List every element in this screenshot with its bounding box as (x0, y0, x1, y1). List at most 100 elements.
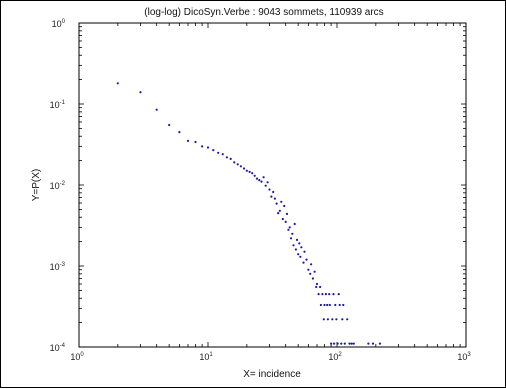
data-point (212, 149, 215, 152)
data-point (330, 342, 333, 345)
data-point (324, 293, 327, 296)
data-point (311, 277, 314, 280)
data-point (253, 174, 256, 177)
data-point (300, 246, 303, 249)
data-point (341, 318, 344, 321)
data-point (201, 145, 204, 148)
data-point (295, 238, 299, 241)
data-point (315, 282, 319, 286)
data-point (116, 82, 119, 85)
data-point (342, 303, 345, 307)
data-point (303, 250, 306, 253)
data-point (299, 255, 302, 258)
data-point (294, 248, 297, 251)
data-point (331, 318, 334, 321)
data-point (155, 108, 158, 111)
data-point (322, 318, 325, 321)
data-point (285, 212, 289, 215)
chart-title: (log-log) DicoSyn.Verbe : 9043 sommets, … (144, 7, 383, 18)
data-point (233, 161, 236, 164)
data-point (168, 123, 171, 127)
plot-area (78, 22, 467, 348)
data-point (340, 342, 343, 345)
data-point (343, 342, 346, 345)
data-point (323, 303, 326, 307)
y-tick-label: 10-3 (50, 262, 66, 272)
data-point (334, 303, 337, 307)
data-point (293, 222, 296, 226)
data-point (338, 303, 341, 307)
x-tick-label: 103 (457, 352, 471, 362)
x-tick-label: 102 (328, 352, 342, 362)
y-tick-label: 10-1 (50, 100, 66, 110)
data-point (326, 318, 329, 321)
data-point (278, 209, 281, 212)
data-point (242, 167, 246, 170)
data-point (289, 237, 293, 240)
x-axis-label: X= incidence (243, 369, 301, 380)
data-point (337, 293, 340, 296)
data-point (258, 179, 261, 182)
data-point (268, 188, 271, 191)
data-point (335, 318, 338, 321)
data-point (297, 253, 300, 256)
data-point (307, 268, 310, 271)
data-point (309, 272, 312, 275)
data-point (194, 140, 197, 144)
data-point (266, 181, 269, 184)
data-point (255, 177, 259, 180)
data-points (116, 82, 381, 345)
data-point (283, 204, 286, 208)
axis-ticks: 100 101 102 103 100 10-1 10-2 10-3 10-4 (50, 19, 472, 362)
data-point (275, 202, 278, 205)
data-point (310, 263, 313, 266)
data-point (236, 163, 239, 166)
data-point (178, 131, 181, 134)
data-point (221, 153, 224, 156)
data-point (378, 342, 381, 345)
data-point (328, 303, 331, 307)
data-point (319, 303, 322, 307)
data-point (206, 146, 210, 149)
x-tick-label: 101 (199, 352, 213, 362)
data-point (264, 184, 267, 187)
y-tick-label: 10-2 (50, 181, 66, 191)
data-point (298, 242, 301, 245)
data-point (251, 172, 254, 175)
y-tick-label: 10-4 (50, 343, 66, 353)
x-tick-label: 100 (70, 352, 84, 362)
data-point (352, 342, 355, 345)
data-point (319, 285, 322, 289)
data-point (139, 91, 142, 94)
data-point (302, 261, 305, 264)
data-point (225, 156, 228, 159)
data-point (288, 226, 291, 229)
data-point (292, 244, 295, 247)
data-point (245, 169, 248, 172)
data-point (367, 342, 370, 345)
data-point (313, 270, 316, 273)
data-point (277, 212, 280, 215)
data-point (248, 170, 251, 173)
data-point (239, 165, 242, 168)
data-point (317, 293, 320, 296)
data-point (328, 293, 331, 296)
data-point (273, 197, 276, 200)
data-point (336, 342, 339, 345)
data-point (371, 342, 375, 345)
data-point (321, 293, 324, 296)
data-point (315, 285, 318, 289)
data-point (326, 303, 329, 307)
data-point (332, 293, 335, 296)
data-point (217, 151, 220, 154)
data-point (262, 176, 265, 179)
data-point (280, 200, 283, 203)
data-point (260, 180, 263, 183)
data-point (272, 190, 275, 194)
data-point (346, 318, 349, 321)
data-point (291, 232, 294, 235)
y-axis-label: Y=P(X) (31, 169, 42, 202)
data-point (287, 228, 290, 231)
data-point (348, 342, 351, 345)
